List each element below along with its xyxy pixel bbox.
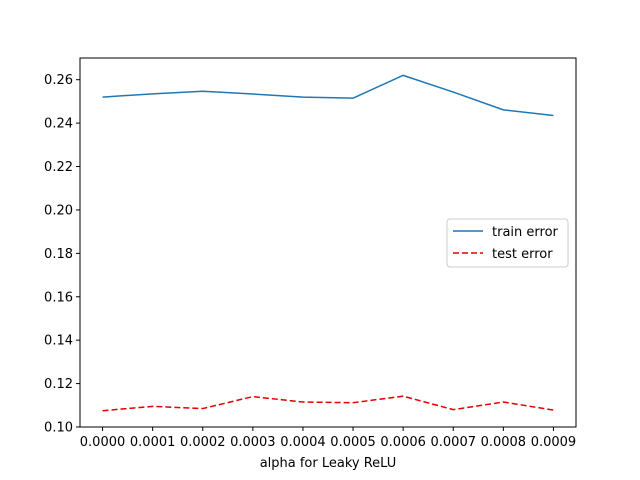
x-axis-label: alpha for Leaky ReLU bbox=[260, 456, 397, 471]
series-line-train-error bbox=[102, 74, 554, 117]
x-tick-label: 0.0007 bbox=[431, 435, 477, 450]
x-tick-label: 0.0002 bbox=[180, 435, 226, 450]
y-tick-label: 0.18 bbox=[44, 247, 73, 262]
x-tick-label: 0.0005 bbox=[330, 435, 376, 450]
x-axis-ticks: 0.0000 0.0001 0.0002 0.0003 0.0004 0.0005 0.00… bbox=[80, 427, 576, 450]
x-tick-label: 0.0001 bbox=[130, 435, 176, 450]
y-tick-label: 0.20 bbox=[44, 203, 73, 218]
x-tick-label: 0.0006 bbox=[380, 435, 426, 450]
legend-label-test-error: test error bbox=[492, 247, 553, 262]
x-tick-label: 0.0009 bbox=[531, 435, 577, 450]
x-tick-label: 0.0000 bbox=[80, 435, 126, 450]
y-tick-label: 0.14 bbox=[44, 334, 73, 349]
legend: train error test error bbox=[446, 218, 569, 268]
y-tick-label: 0.12 bbox=[44, 377, 73, 392]
series-line-test-error bbox=[102, 395, 554, 412]
series-lines bbox=[102, 74, 554, 412]
y-tick-label: 0.16 bbox=[44, 290, 73, 305]
legend-label-train-error: train error bbox=[492, 225, 559, 240]
y-tick-label: 0.10 bbox=[44, 421, 73, 436]
x-tick-label: 0.0008 bbox=[481, 435, 527, 450]
plot-frame bbox=[79, 57, 577, 428]
x-tick-label: 0.0004 bbox=[280, 435, 326, 450]
y-axis-ticks: 0.10 0.12 0.14 0.16 0.18 0.20 0.22 0.24 0.26 bbox=[44, 73, 80, 436]
y-tick-label: 0.24 bbox=[44, 117, 73, 132]
y-tick-label: 0.22 bbox=[44, 160, 73, 175]
y-tick-label: 0.26 bbox=[44, 73, 73, 88]
x-tick-label: 0.0003 bbox=[230, 435, 276, 450]
